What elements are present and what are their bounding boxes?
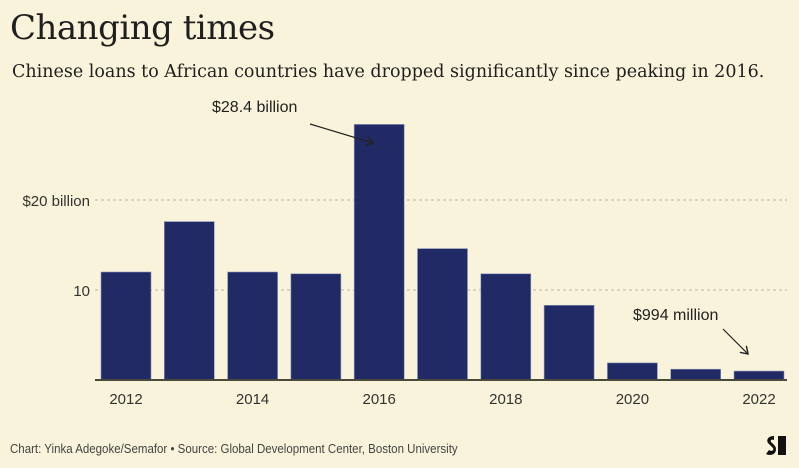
- annotation-latest-arrow: [722, 328, 748, 354]
- x-axis-ticks: 2012 2014 2016 2018 2020 2022: [109, 391, 775, 408]
- bar-2014: [227, 271, 278, 381]
- x-tick-label: 2018: [489, 391, 522, 408]
- bar-2021: [670, 368, 722, 381]
- bar-2012: [100, 271, 152, 381]
- semafor-logo-icon: [766, 436, 786, 455]
- bar-2018: [480, 273, 532, 381]
- bars: [100, 124, 785, 381]
- x-tick-label: 2014: [236, 391, 269, 408]
- bar-2022: [733, 370, 785, 381]
- chart-subtitle: Chinese loans to African countries have …: [12, 62, 765, 82]
- bar-2017: [417, 248, 468, 381]
- x-tick-label: 2012: [109, 391, 142, 408]
- annotation-latest-label: $994 million: [633, 307, 718, 324]
- bar-2013: [164, 221, 215, 381]
- x-tick-label: 2022: [742, 391, 775, 408]
- source-credit: Chart: Yinka Adegoke/Semafor • Source: G…: [10, 442, 458, 456]
- annotation-peak-label: $28.4 billion: [212, 99, 297, 116]
- y-tick-label: $20 billion: [22, 193, 90, 210]
- annotations: $28.4 billion $994 million: [212, 99, 748, 354]
- x-tick-label: 2016: [363, 391, 396, 408]
- x-tick-label: 2020: [616, 391, 649, 408]
- y-tick-label: 10: [73, 283, 90, 300]
- bar-2020: [607, 362, 658, 381]
- bar-2015: [290, 273, 342, 381]
- bar-chart: 10 $20 billion 2012 2014 2016 2018 2020 2022 $…: [22, 99, 787, 408]
- chart-title: Changing times: [10, 8, 275, 48]
- bar-2019: [543, 304, 595, 381]
- bar-2016: [353, 124, 405, 381]
- annotation-peak-arrow: [309, 123, 373, 143]
